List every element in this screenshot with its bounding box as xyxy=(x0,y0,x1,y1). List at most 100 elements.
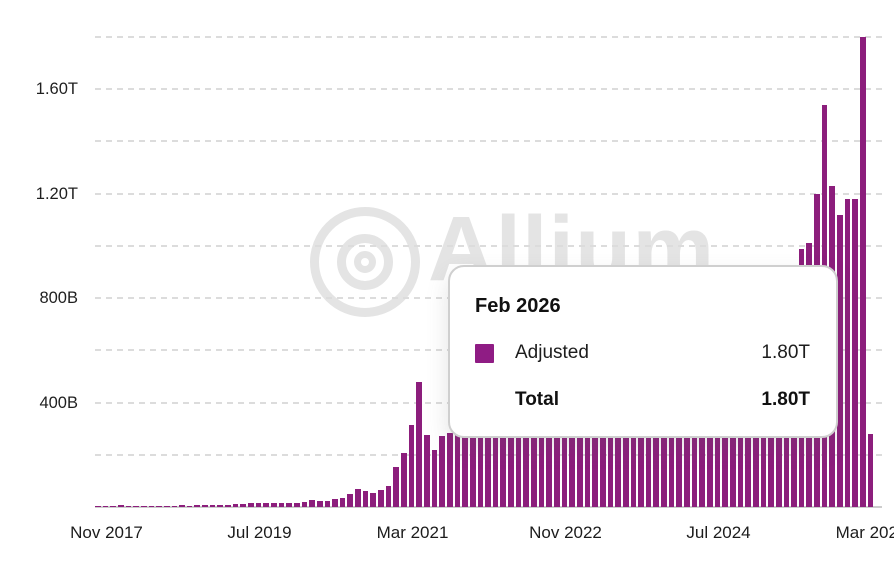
gridline xyxy=(95,244,882,247)
bar[interactable] xyxy=(125,505,132,507)
bar[interactable] xyxy=(607,405,614,507)
tooltip-series-label: Adjusted xyxy=(515,342,589,363)
bar[interactable] xyxy=(95,506,101,507)
bar[interactable] xyxy=(194,505,201,507)
bar[interactable] xyxy=(401,453,407,507)
bar[interactable] xyxy=(270,503,277,507)
bar[interactable] xyxy=(837,214,843,507)
x-axis-tick-label: Mar 2026 xyxy=(835,523,894,542)
bar[interactable] xyxy=(332,498,338,507)
bar[interactable] xyxy=(599,407,606,507)
bar[interactable] xyxy=(462,420,468,507)
bar[interactable] xyxy=(561,413,568,507)
bar[interactable] xyxy=(576,415,583,507)
y-axis-tick-label: 1.20T xyxy=(35,184,78,203)
bar[interactable] xyxy=(515,407,522,507)
tooltip-total-label: Total xyxy=(515,389,559,410)
bar[interactable] xyxy=(293,503,300,507)
bar[interactable] xyxy=(508,419,514,507)
series-color-swatch-icon xyxy=(475,343,494,363)
tooltip-row-total: Total 1.80T xyxy=(475,388,810,412)
bar[interactable] xyxy=(523,415,530,507)
bar[interactable] xyxy=(867,433,874,507)
gridline xyxy=(95,88,882,91)
bar[interactable] xyxy=(324,501,331,507)
bar[interactable] xyxy=(248,503,254,507)
gridline xyxy=(95,140,882,143)
bar[interactable] xyxy=(110,505,116,507)
bar[interactable] xyxy=(676,379,683,507)
bar[interactable] xyxy=(592,402,598,507)
bar[interactable] xyxy=(225,504,231,507)
bar[interactable] xyxy=(469,418,476,507)
bar[interactable] xyxy=(852,198,859,507)
bar[interactable] xyxy=(179,505,185,507)
bar[interactable] xyxy=(347,493,354,507)
bar[interactable] xyxy=(446,432,453,507)
bar[interactable] xyxy=(416,381,422,507)
tooltip-series-value: 1.80T xyxy=(761,342,810,363)
bar[interactable] xyxy=(431,449,438,507)
bar[interactable] xyxy=(439,435,445,507)
bar[interactable] xyxy=(408,424,415,507)
bar[interactable] xyxy=(531,426,537,507)
bar[interactable] xyxy=(163,505,170,507)
bar[interactable] xyxy=(140,505,147,507)
gridline xyxy=(95,192,882,195)
bar[interactable] xyxy=(500,423,507,507)
bar[interactable] xyxy=(232,504,239,507)
bar[interactable] xyxy=(485,437,491,507)
chart-tooltip: Feb 2026 Adjusted 1.80T Total 1.80T xyxy=(448,265,838,438)
bar[interactable] xyxy=(362,491,369,507)
bar[interactable] xyxy=(370,492,377,507)
bar[interactable] xyxy=(638,410,644,507)
bar[interactable] xyxy=(538,428,545,507)
bar[interactable] xyxy=(117,505,124,507)
bar[interactable] xyxy=(699,376,706,507)
bar[interactable] xyxy=(133,505,139,507)
bar[interactable] xyxy=(309,500,315,507)
bar[interactable] xyxy=(554,420,560,507)
bar[interactable] xyxy=(454,428,461,507)
bar[interactable] xyxy=(645,402,652,507)
bar[interactable] xyxy=(316,501,323,507)
bar[interactable] xyxy=(186,505,193,507)
bar[interactable] xyxy=(202,505,208,507)
bar[interactable] xyxy=(653,394,660,507)
bar[interactable] xyxy=(378,490,384,507)
bar[interactable] xyxy=(714,371,721,507)
bar[interactable] xyxy=(492,431,499,507)
bar[interactable] xyxy=(569,418,575,507)
bar[interactable] xyxy=(844,198,851,507)
bar[interactable] xyxy=(240,503,247,507)
bar[interactable] xyxy=(217,505,224,507)
bar[interactable] xyxy=(278,503,285,507)
bar[interactable] xyxy=(209,505,216,507)
bar[interactable] xyxy=(546,423,553,507)
bar[interactable] xyxy=(156,505,162,507)
bar[interactable] xyxy=(584,413,591,507)
bar[interactable] xyxy=(102,506,109,507)
bar[interactable] xyxy=(860,37,866,507)
y-axis-tick-label: 1.60T xyxy=(35,80,78,99)
bar[interactable] xyxy=(339,497,346,507)
bar[interactable] xyxy=(423,434,430,507)
bar[interactable] xyxy=(661,389,667,507)
bar[interactable] xyxy=(622,413,629,507)
bar[interactable] xyxy=(286,503,292,507)
bar[interactable] xyxy=(707,381,713,507)
bar[interactable] xyxy=(171,505,178,507)
bar[interactable] xyxy=(668,384,675,507)
bar[interactable] xyxy=(477,426,484,507)
bar[interactable] xyxy=(148,505,155,507)
bar[interactable] xyxy=(355,488,361,507)
bar[interactable] xyxy=(263,503,269,507)
bar[interactable] xyxy=(630,437,637,507)
bar[interactable] xyxy=(301,502,308,507)
bar[interactable] xyxy=(691,371,698,507)
bar[interactable] xyxy=(393,467,400,507)
bar[interactable] xyxy=(385,486,392,507)
bar[interactable] xyxy=(615,410,621,507)
bar[interactable] xyxy=(255,502,262,507)
